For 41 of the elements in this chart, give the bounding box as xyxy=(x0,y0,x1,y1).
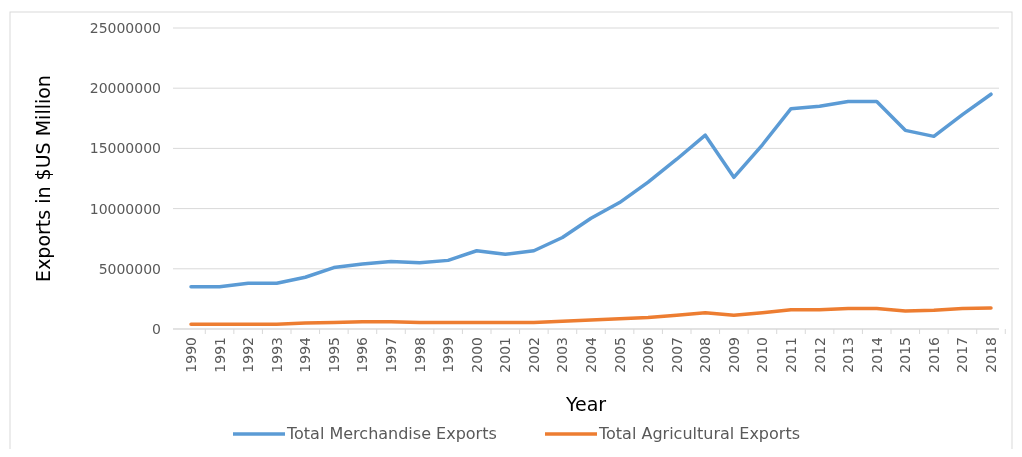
x-tick-label: 2004 xyxy=(583,336,599,373)
x-tick-label: 2000 xyxy=(468,337,485,373)
x-tick-label: 1994 xyxy=(297,336,314,373)
x-tick-label: 2008 xyxy=(697,337,714,373)
x-tick-label: 1999 xyxy=(440,337,457,373)
y-tick-label: 15000000 xyxy=(89,140,161,157)
y-tick-label: 20000000 xyxy=(89,80,161,97)
y-axis-title: Exports in $US Million xyxy=(32,75,54,282)
x-tick-label: 2001 xyxy=(497,337,514,373)
y-tick-label: 25000000 xyxy=(89,20,161,36)
x-tick-label: 2003 xyxy=(554,337,571,373)
x-tick-label: 1998 xyxy=(411,337,428,373)
line-series xyxy=(189,306,993,326)
x-tick-label: 2006 xyxy=(640,336,657,373)
y-tick-label: 10000000 xyxy=(89,200,161,217)
x-tick-label: 2002 xyxy=(525,337,542,373)
x-tick-label: 1990 xyxy=(183,337,199,373)
x-tick-label: 2013 xyxy=(840,337,857,373)
x-tick-label: 2016 xyxy=(925,336,942,373)
x-tick-label: 2009 xyxy=(725,337,742,373)
x-tick-label: 1991 xyxy=(211,337,228,373)
legend-label: Total Merchandise Exports xyxy=(286,424,497,443)
x-tick-label: 2012 xyxy=(811,337,828,373)
x-tick-label: 2015 xyxy=(897,337,914,373)
x-tick-label: 1996 xyxy=(354,336,371,373)
x-tick-label: 2005 xyxy=(611,337,628,373)
x-tick-label: 2017 xyxy=(954,337,971,373)
x-axis-title: Year xyxy=(564,393,607,415)
x-tick-label: 2011 xyxy=(783,337,799,373)
x-tick-label: 2018 xyxy=(983,337,999,373)
line-series xyxy=(189,92,993,289)
x-tick-label: 2007 xyxy=(668,337,685,373)
x-tick-label: 2014 xyxy=(868,336,885,373)
x-tick-label: 1993 xyxy=(268,337,285,373)
x-tick-label: 1992 xyxy=(240,337,257,373)
x-tick-label: 1995 xyxy=(325,337,342,373)
y-tick-label: 5000000 xyxy=(98,260,161,277)
legend-label: Total Agricultural Exports xyxy=(598,424,800,443)
x-tick-label: 1997 xyxy=(383,337,399,373)
x-tick-label: 2010 xyxy=(754,337,771,373)
y-tick-label: 0 xyxy=(152,321,161,337)
